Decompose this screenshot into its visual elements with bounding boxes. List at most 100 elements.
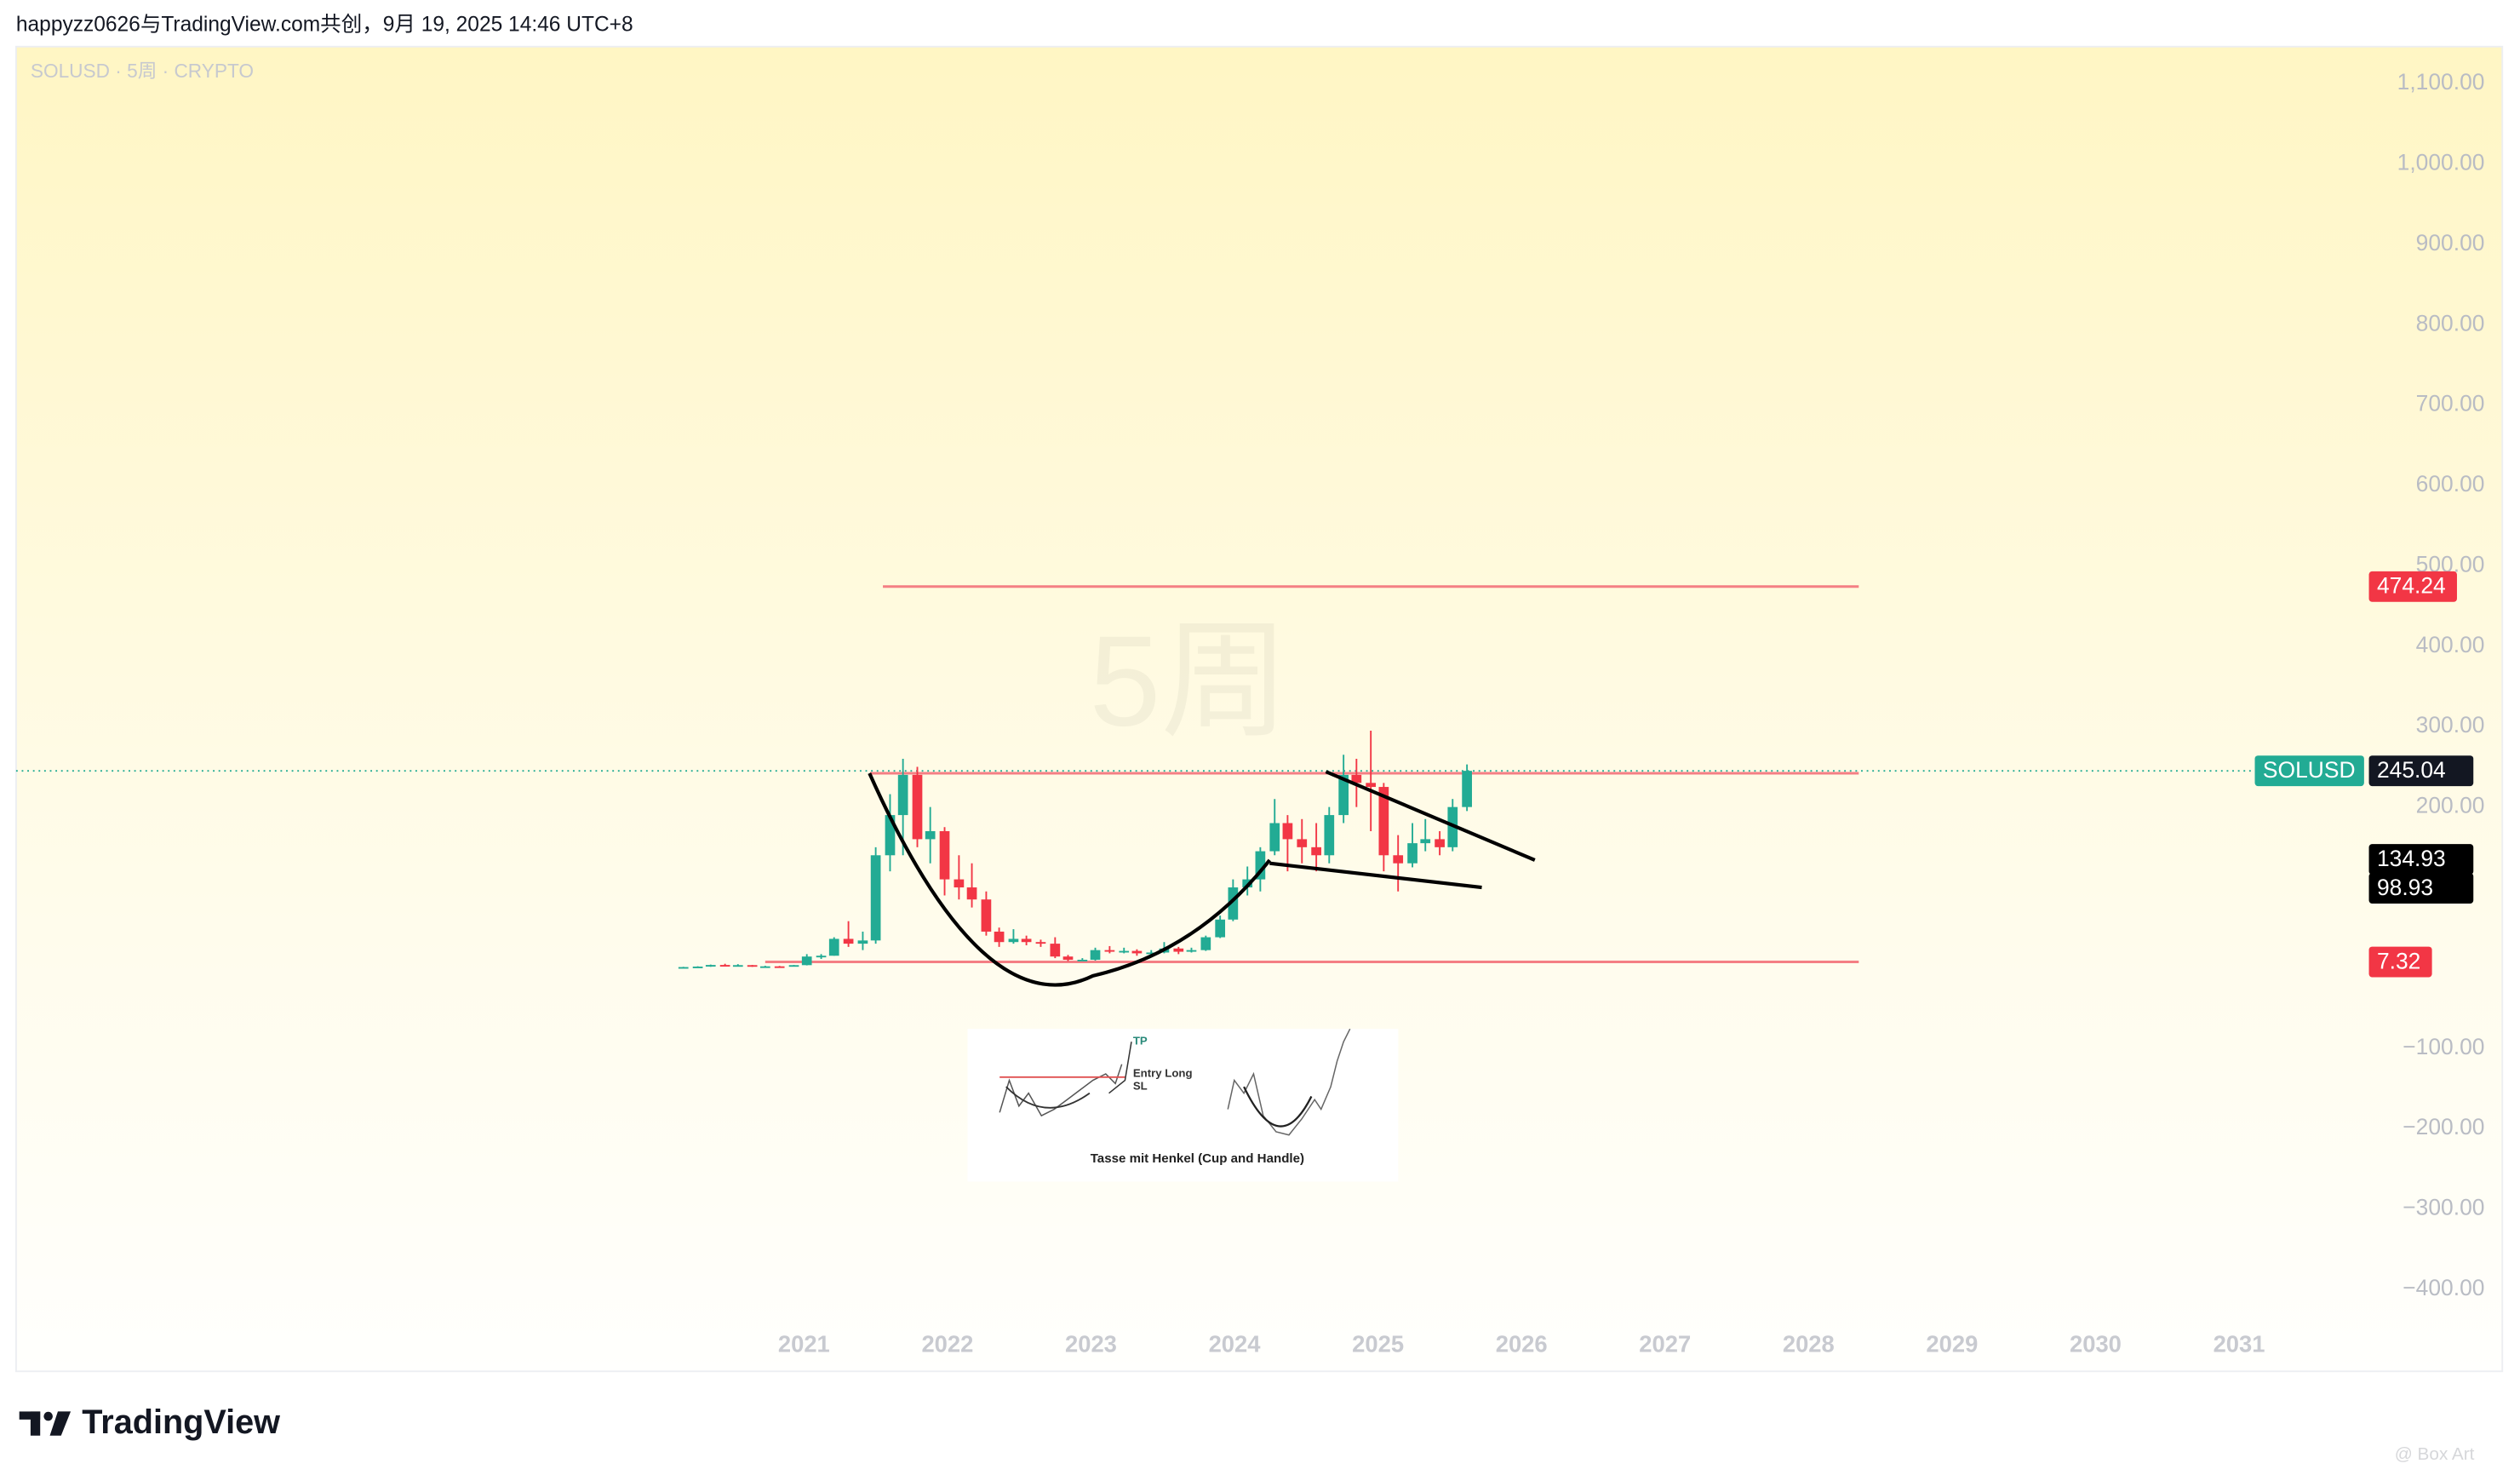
candle-body <box>1021 938 1032 943</box>
candle-body <box>1420 839 1431 844</box>
interval-watermark: 5周 <box>1089 610 1289 754</box>
candle-body <box>1393 855 1404 864</box>
level-tag-box <box>2368 571 2457 602</box>
candle-body <box>747 965 758 967</box>
x-tick-label: 2027 <box>1639 1330 1691 1357</box>
trend-tag: 98.93 <box>2377 875 2433 900</box>
x-tick-label: 2024 <box>1209 1330 1262 1357</box>
inset-tp: TP <box>1133 1035 1148 1047</box>
candle-body <box>1311 847 1321 856</box>
level-tag: 7.32 <box>2377 948 2420 973</box>
candle-body <box>1282 823 1293 840</box>
inset-background <box>967 1029 1399 1182</box>
candle-body <box>954 879 965 888</box>
x-tick-label: 2031 <box>2214 1330 2265 1357</box>
candle-body <box>1119 950 1130 953</box>
inset-entry: Entry Long <box>1133 1066 1193 1079</box>
x-tick-label: 2023 <box>1065 1330 1117 1357</box>
candle-body <box>1366 783 1377 788</box>
inset-image: TP Entry Long SL Tasse mit Henkel (Cup a… <box>967 1028 1399 1182</box>
y-tick-label: 1,100.00 <box>2397 69 2485 95</box>
last-price-symbol: SOLUSD <box>2263 757 2356 783</box>
candle-body <box>1462 771 1472 807</box>
last-price-symbol-box <box>2254 755 2364 787</box>
candle-body <box>1186 950 1197 952</box>
footer-brand: TradingView <box>82 1403 280 1441</box>
candle-body <box>994 931 1005 943</box>
candle-body <box>801 956 812 966</box>
candle-body <box>1062 956 1074 960</box>
logo-bar <box>19 1411 41 1420</box>
candle-body <box>912 774 923 840</box>
inset-arrow <box>1108 1042 1132 1094</box>
y-tick-label: 1,000.00 <box>2397 150 2485 175</box>
candle-body <box>1338 774 1349 816</box>
y-tick-label: −100.00 <box>2403 1034 2484 1059</box>
inset-caption: Tasse mit Henkel (Cup and Handle) <box>1091 1151 1304 1166</box>
footer-watermark: @ Box Art <box>2395 1444 2475 1464</box>
level-tag: 474.24 <box>2377 573 2446 599</box>
logo-stem <box>30 1411 41 1436</box>
drawings <box>868 770 1536 987</box>
inset-sl: SL <box>1133 1080 1148 1093</box>
footer-logo: TradingView <box>19 1403 280 1441</box>
candle-body <box>1077 959 1088 961</box>
y-tick-label: −200.00 <box>2403 1114 2484 1139</box>
trend-tag-box <box>2368 844 2474 875</box>
candle-body <box>1200 937 1211 950</box>
x-tick-label: 2030 <box>2070 1330 2122 1357</box>
logo-slash <box>49 1411 72 1436</box>
candle-body <box>1324 815 1335 856</box>
candle-body <box>692 967 703 968</box>
y-tick-label: 400.00 <box>2416 632 2485 657</box>
candle-body <box>1378 787 1389 856</box>
y-tick-label: 800.00 <box>2416 310 2485 336</box>
plot <box>15 585 2362 969</box>
candle-body <box>1297 839 1308 847</box>
candle-body <box>1215 919 1226 938</box>
cup-curve <box>868 772 1271 987</box>
candle-body <box>719 965 730 967</box>
inset-sketch <box>999 1064 1123 1117</box>
x-tick-label: 2025 <box>1352 1330 1404 1357</box>
candle-body <box>1435 839 1445 847</box>
y-tick-label: 600.00 <box>2416 471 2485 496</box>
candle-body <box>1104 950 1115 952</box>
x-tick-label: 2021 <box>778 1330 830 1357</box>
symbol-label: SOLUSD · 5周 · CRYPTO <box>31 60 254 82</box>
y-tick-label: 900.00 <box>2416 230 2485 255</box>
candle-body <box>843 938 854 944</box>
candle-body <box>885 815 896 856</box>
candle-body <box>1050 944 1061 957</box>
candle-body <box>966 887 977 900</box>
trend-tag: 134.93 <box>2377 846 2446 871</box>
inset-cup <box>1005 1086 1091 1109</box>
candle-body <box>1035 942 1046 944</box>
last-price-value-box <box>2368 755 2474 787</box>
y-tick-label: 200.00 <box>2416 793 2485 818</box>
x-tick-label: 2028 <box>1783 1330 1835 1357</box>
candle-body <box>788 965 799 967</box>
trend-tag-box <box>2368 873 2474 904</box>
candle-body <box>1090 950 1101 960</box>
candle-body <box>897 774 908 816</box>
candle-body <box>774 966 785 968</box>
candle-body <box>939 830 950 880</box>
candle-body <box>1008 938 1019 943</box>
y-tick-label: 700.00 <box>2416 391 2485 416</box>
y-tick-label: −300.00 <box>2403 1195 2484 1220</box>
candle-body <box>705 965 716 967</box>
candle-body <box>759 966 770 968</box>
inset-cup-2 <box>1243 1086 1313 1128</box>
candle-body <box>925 830 936 840</box>
x-tick-label: 2026 <box>1496 1330 1548 1357</box>
candle-body <box>1228 887 1239 920</box>
x-tick-label: 2029 <box>1926 1330 1978 1357</box>
candle-body <box>1255 851 1266 880</box>
candle-body <box>981 899 992 932</box>
y-tick-label: 300.00 <box>2416 712 2485 738</box>
y-tick-label: −400.00 <box>2403 1275 2484 1300</box>
candle-body <box>857 940 868 944</box>
